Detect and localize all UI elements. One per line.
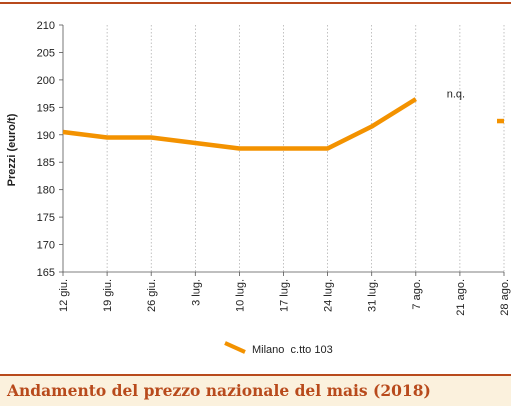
x-tick-label: 26 giu. xyxy=(146,279,158,312)
axes xyxy=(59,24,505,276)
y-tick-label: 200 xyxy=(37,75,55,87)
y-tick-label: 185 xyxy=(37,157,55,169)
y-tick-label: 210 xyxy=(37,20,55,32)
series-layer xyxy=(62,97,504,151)
x-tick-label: 24 lug. xyxy=(323,279,335,312)
y-tick-label: 175 xyxy=(37,212,55,224)
x-tick-label: 3 lug. xyxy=(190,279,202,306)
y-tick-label: 165 xyxy=(37,267,55,279)
x-tick-label: 10 lug. xyxy=(234,279,246,312)
x-tick-label: 31 lug. xyxy=(367,279,379,312)
x-tick-label: 17 lug. xyxy=(279,279,291,312)
legend-label: Milano c.tto 103 xyxy=(252,344,333,356)
y-tick-label: 190 xyxy=(37,130,55,142)
series-line xyxy=(62,97,417,151)
y-axis-label: Prezzi (euro/t) xyxy=(6,113,18,186)
y-tick-label: 195 xyxy=(37,102,55,114)
chart-caption: Andamento del prezzo nazionale del mais … xyxy=(7,381,431,400)
annotations: n.q. xyxy=(447,89,465,101)
y-tick-label: 170 xyxy=(37,240,55,252)
y-tick-label: 205 xyxy=(37,47,55,59)
price-line-chart: 165 170 175 180 185 190 195 200 205 210 12 giu. 19… xyxy=(6,20,511,356)
x-tick-label: 12 giu. xyxy=(58,279,70,312)
caption-bar: Andamento del prezzo nazionale del mais … xyxy=(0,374,511,406)
legend: Milano c.tto 103 xyxy=(224,341,333,356)
y-tick-labels: 165 170 175 180 185 190 195 200 205 210 xyxy=(37,20,55,279)
legend-swatch xyxy=(224,341,246,354)
y-tick-label: 180 xyxy=(37,185,55,197)
x-tick-label: 19 giu. xyxy=(102,279,114,312)
top-rule xyxy=(0,2,511,4)
x-tick-label: 21 ago. xyxy=(455,279,467,316)
x-tick-label: 28 ago. xyxy=(499,279,511,316)
annotation-label: n.q. xyxy=(447,89,465,101)
x-tick-label: 7 ago. xyxy=(411,279,423,310)
x-tick-labels: 12 giu. 19 giu. 26 giu. 3 lug. 10 lug. 17 lug… xyxy=(58,279,511,316)
